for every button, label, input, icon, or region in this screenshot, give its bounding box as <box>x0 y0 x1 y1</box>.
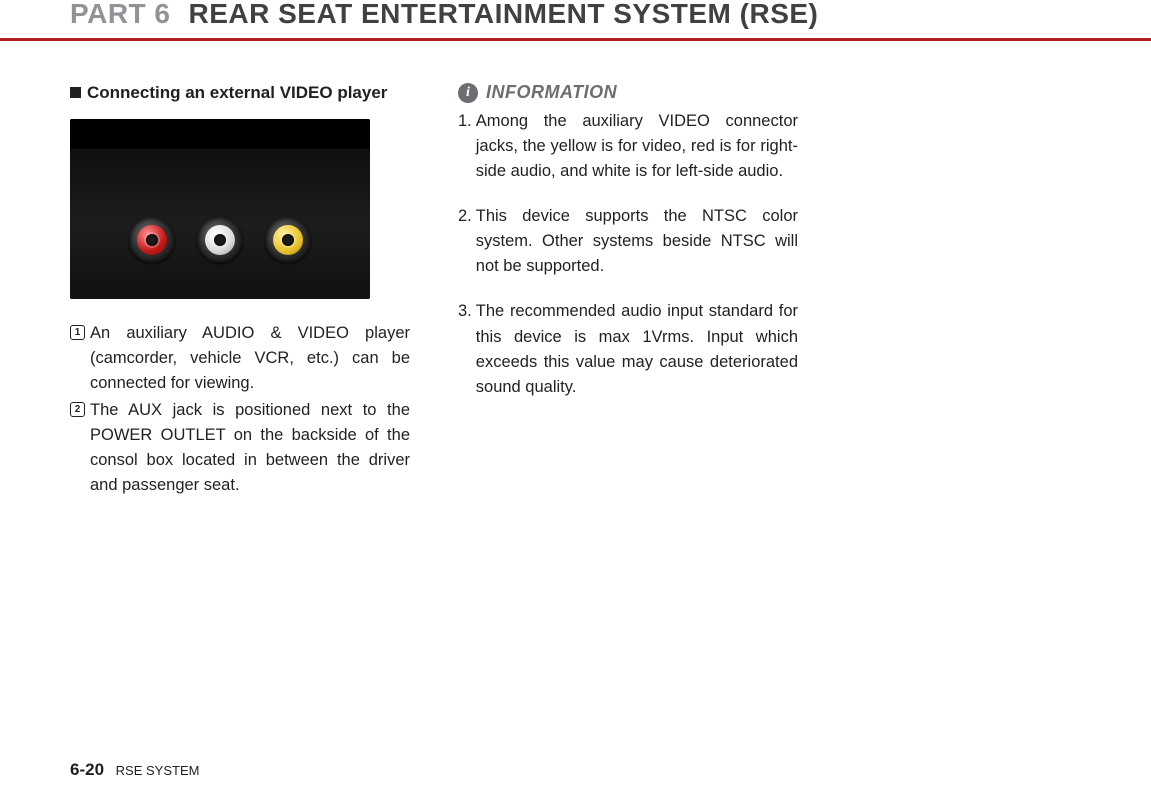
jack-row <box>129 217 311 263</box>
jack-hole-icon <box>282 234 294 246</box>
jack-hole-icon <box>146 234 158 246</box>
photo-panel <box>70 119 370 299</box>
numbered-list: 1 An auxiliary AUDIO & VIDEO player (cam… <box>70 321 410 499</box>
page-header: PART 6 REAR SEAT ENTERTAINMENT SYSTEM (R… <box>0 0 1151 40</box>
jack-ring-yellow <box>273 225 303 255</box>
info-icon: i <box>458 83 478 103</box>
boxed-number-icon: 1 <box>70 325 85 340</box>
audio-left-jack <box>129 217 175 263</box>
header-rule <box>0 38 1151 41</box>
list-item-text: Among the auxiliary VIDEO connector jack… <box>476 109 798 184</box>
video-jack <box>265 217 311 263</box>
boxed-number-icon: 2 <box>70 402 85 417</box>
page-footer: 6-20 RSE SYSTEM <box>70 760 199 780</box>
ordinal: 2. <box>458 204 472 279</box>
section-heading: Connecting an external VIDEO player <box>70 82 410 105</box>
information-list: 1. Among the auxiliary VIDEO connector j… <box>458 109 798 400</box>
list-item: 2. This device supports the NTSC color s… <box>458 204 798 279</box>
list-item-text: The AUX jack is positioned next to the P… <box>90 398 410 498</box>
list-item: 1 An auxiliary AUDIO & VIDEO player (cam… <box>70 321 410 396</box>
part-label: PART 6 <box>70 0 171 28</box>
aux-jacks-photo <box>70 119 370 299</box>
ordinal: 1. <box>458 109 472 184</box>
list-item-text: The recommended audio input standard for… <box>476 299 798 399</box>
list-item-text: This device supports the NTSC color syst… <box>476 204 798 279</box>
list-item: 3. The recommended audio input standard … <box>458 299 798 399</box>
jack-ring-white <box>205 225 235 255</box>
information-heading: i INFORMATION <box>458 82 798 103</box>
information-label: INFORMATION <box>486 82 617 103</box>
list-item-text: An auxiliary AUDIO & VIDEO player (camco… <box>90 321 410 396</box>
part-title: REAR SEAT ENTERTAINMENT SYSTEM (RSE) <box>189 0 819 28</box>
left-column: Connecting an external VIDEO player <box>70 82 410 500</box>
page-content: Connecting an external VIDEO player <box>0 40 820 500</box>
section-heading-text: Connecting an external VIDEO player <box>87 82 387 105</box>
page-number: 6-20 <box>70 760 104 779</box>
jack-hole-icon <box>214 234 226 246</box>
list-item: 2 The AUX jack is positioned next to the… <box>70 398 410 498</box>
list-item: 1. Among the auxiliary VIDEO connector j… <box>458 109 798 184</box>
square-bullet-icon <box>70 87 81 98</box>
ordinal: 3. <box>458 299 472 399</box>
jack-ring-red <box>137 225 167 255</box>
footer-section: RSE SYSTEM <box>116 763 200 778</box>
right-column: i INFORMATION 1. Among the auxiliary VID… <box>458 82 798 500</box>
audio-right-jack <box>197 217 243 263</box>
